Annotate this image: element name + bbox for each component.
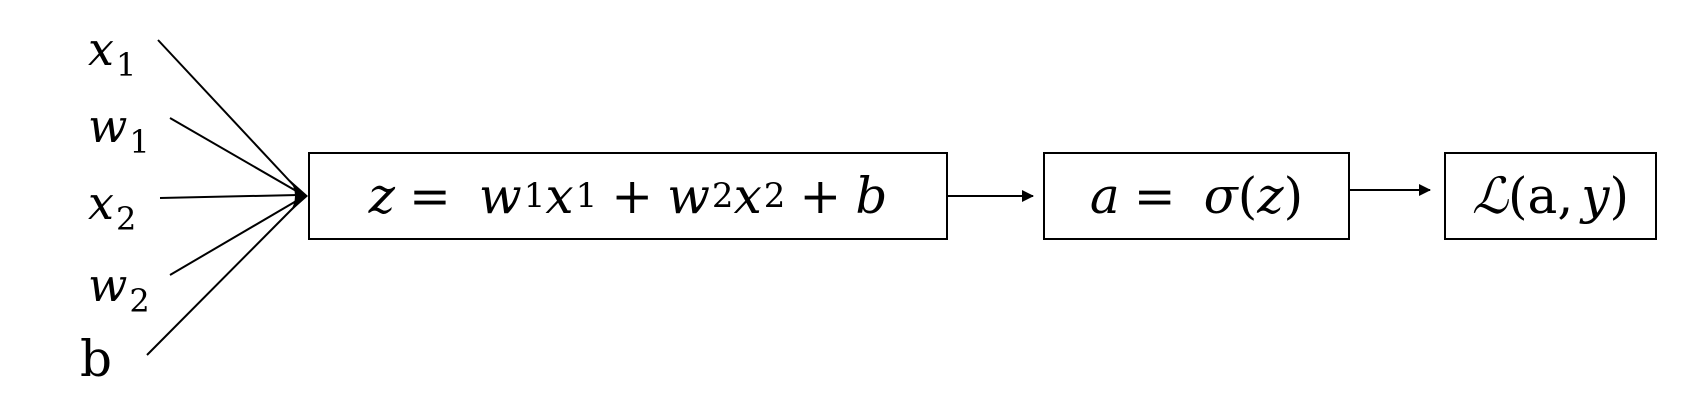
input-x2-symbol: x [88,176,114,230]
linear-x2-subscript: 2 [763,176,786,216]
sigma-symbol: σ [1203,167,1238,225]
input-b-symbol: b [80,330,113,388]
loss-arg-a: a [1527,167,1558,225]
input-w1-symbol: w [88,99,128,153]
wire-b [146,202,299,356]
activation-node-box: a = σ(z) [1043,152,1350,240]
linear-node-box: z = w 1 x 1 + w 2 x 2 + b [308,152,948,240]
linear-plus-2: + [799,167,842,225]
loss-comma: , [1557,167,1574,225]
linear-x2: x [733,167,762,225]
loss-close-paren: ) [1609,167,1629,225]
linear-plus-1: + [611,167,654,225]
linear-lhs: z [368,167,395,225]
wire-x1 [157,39,299,191]
linear-w1: w [478,167,522,225]
linear-bias: b [855,167,888,225]
linear-w2: w [667,167,710,225]
input-w1-subscript: 1 [129,123,150,162]
linear-x1: x [545,167,574,225]
wire-x2 [159,194,299,199]
junction-arrowhead [290,180,308,212]
activation-eq: = [1133,167,1176,225]
linear-w2-subscript: 2 [711,176,734,216]
input-x1-symbol: x [88,22,114,76]
input-w1-label: w1 [88,103,150,158]
input-x2-subscript: 2 [115,200,137,239]
linear-x1-subscript: 1 [575,176,598,216]
linear-eq: = [409,167,451,225]
loss-function-symbol: ℒ [1471,167,1508,225]
wire-w2 [169,199,299,276]
linear-w1-subscript: 1 [523,176,546,216]
loss-arg-y: y [1581,167,1610,225]
input-w2-label: w2 [88,262,150,317]
input-x1-subscript: 1 [115,46,137,85]
activation-lhs: a [1089,167,1120,225]
activation-close-paren: ) [1283,167,1304,225]
wire-w1 [169,117,299,193]
activation-arg: z [1257,167,1284,225]
activation-open-paren: ( [1237,167,1258,225]
input-b-label: b [80,334,112,384]
input-x1-label: x1 [88,26,136,81]
input-w2-subscript: 2 [129,282,150,321]
loss-open-paren: ( [1508,167,1528,225]
input-w2-symbol: w [88,258,128,312]
loss-node-box: ℒ(a, y) [1444,152,1657,240]
input-x2-label: x2 [88,180,136,235]
